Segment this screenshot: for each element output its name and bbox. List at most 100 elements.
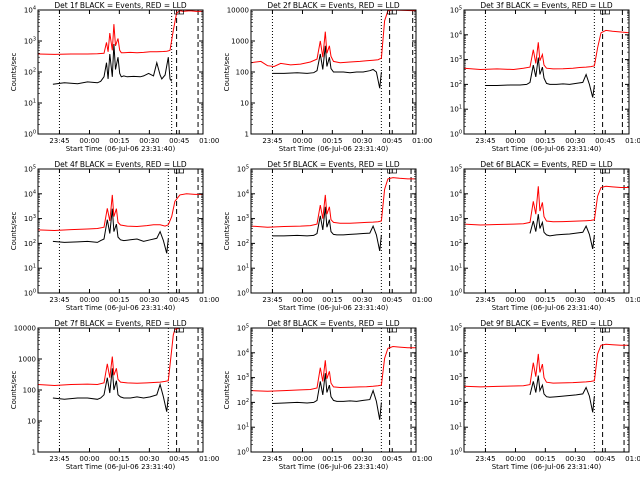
x-axis-label: Start Time (06-Jul-06 23:31:40): [492, 463, 602, 471]
series-line-lld: [38, 10, 203, 55]
panel-title: Det 3f BLACK = Events, RED = LLD: [480, 1, 613, 10]
y-tick-label: 104: [450, 30, 462, 39]
x-tick-label: 23:45: [262, 296, 282, 304]
y-tick-label: 100: [450, 130, 462, 139]
y-tick-label: 102: [450, 398, 462, 407]
y-tick-label: 104: [450, 189, 462, 198]
x-tick-label: 00:15: [109, 296, 129, 304]
panel-det-5: Det 5f BLACK = Events, RED = LLD Counts/s…: [223, 160, 432, 312]
panel-det-4: Det 4f BLACK = Events, RED = LLD Counts/s…: [10, 160, 219, 312]
plot-frame: [37, 168, 204, 294]
x-tick-label: 23:45: [262, 137, 282, 145]
x-axis-label: Start Time (06-Jul-06 23:31:40): [492, 304, 602, 312]
panel-title: Det 5f BLACK = Events, RED = LLD: [267, 160, 400, 169]
x-tick-label: 00:15: [109, 455, 129, 463]
y-tick-label: 101: [450, 423, 462, 432]
x-tick-label: 23:45: [262, 455, 282, 463]
series-line-events: [272, 206, 382, 252]
y-axis-label: Counts/sec: [10, 371, 18, 410]
y-tick-label: 103: [450, 55, 462, 64]
x-tick-label: 00:00: [505, 137, 525, 145]
y-tick-label: 101: [237, 264, 249, 273]
y-tick-label: 102: [450, 239, 462, 248]
y-tick-label: 100: [450, 448, 462, 457]
series-line-events: [52, 43, 173, 85]
y-tick-label: 103: [24, 214, 36, 223]
y-tick-label: 10: [240, 100, 249, 108]
x-tick-label: 01:00: [625, 455, 640, 463]
x-tick-label: 00:30: [565, 296, 585, 304]
y-tick-label: 105: [450, 324, 462, 333]
y-tick-label: 105: [237, 324, 249, 333]
x-tick-label: 00:15: [109, 137, 129, 145]
panel-title: Det 1f BLACK = Events, RED = LLD: [54, 1, 187, 10]
x-tick-label: 00:00: [292, 455, 312, 463]
y-tick-label: 105: [237, 165, 249, 174]
y-tick-label: 101: [237, 423, 249, 432]
x-tick-label: 00:45: [382, 137, 402, 145]
series-line-events: [529, 214, 595, 250]
y-tick-label: 1: [245, 131, 249, 139]
x-tick-label: 01:00: [625, 296, 640, 304]
series-line-lld: [464, 343, 629, 388]
y-tick-label: 104: [24, 189, 36, 198]
y-tick-label: 105: [24, 165, 36, 174]
y-axis-label: Counts/sec: [10, 212, 18, 251]
y-tick-label: 1: [32, 449, 36, 457]
x-tick-label: 01:00: [412, 137, 432, 145]
y-tick-label: 1000: [18, 356, 36, 364]
x-axis-label: Start Time (06-Jul-06 23:31:40): [66, 145, 176, 153]
y-tick-label: 101: [24, 264, 36, 273]
y-tick-label: 102: [24, 68, 36, 77]
y-tick-label: 1000: [231, 38, 249, 46]
y-tick-label: 103: [237, 214, 249, 223]
y-tick-label: 104: [237, 189, 249, 198]
plot-frame: [463, 9, 630, 135]
y-tick-label: 10: [27, 418, 36, 426]
y-tick-label: 100: [450, 289, 462, 298]
x-tick-label: 23:45: [49, 455, 69, 463]
series-line-lld: [38, 328, 203, 387]
y-tick-label: 104: [450, 348, 462, 357]
series-line-events: [529, 375, 595, 413]
x-tick-label: 00:45: [382, 455, 402, 463]
x-tick-label: 00:45: [595, 137, 615, 145]
x-axis-label: Start Time (06-Jul-06 23:31:40): [492, 145, 602, 153]
y-tick-label: 103: [450, 214, 462, 223]
y-tick-label: 105: [450, 6, 462, 15]
x-tick-label: 01:00: [412, 455, 432, 463]
y-tick-label: 105: [450, 165, 462, 174]
y-tick-label: 101: [450, 264, 462, 273]
x-tick-label: 00:00: [292, 137, 312, 145]
x-tick-label: 00:15: [322, 455, 342, 463]
x-tick-label: 00:00: [79, 137, 99, 145]
x-axis-label: Start Time (06-Jul-06 23:31:40): [279, 304, 389, 312]
x-tick-label: 00:30: [565, 137, 585, 145]
x-tick-label: 00:00: [292, 296, 312, 304]
x-tick-label: 01:00: [412, 296, 432, 304]
x-tick-label: 23:45: [49, 296, 69, 304]
y-tick-label: 103: [24, 37, 36, 46]
x-tick-label: 00:00: [505, 296, 525, 304]
panel-title: Det 4f BLACK = Events, RED = LLD: [54, 160, 187, 169]
plot-frame: [37, 327, 204, 453]
x-tick-label: 01:00: [199, 137, 219, 145]
series-line-events: [272, 373, 382, 420]
y-tick-label: 104: [24, 6, 36, 15]
x-tick-label: 00:45: [595, 296, 615, 304]
x-tick-label: 00:15: [322, 296, 342, 304]
plot-frame: [463, 168, 630, 294]
x-tick-label: 00:15: [535, 455, 555, 463]
y-tick-label: 100: [23, 387, 36, 395]
series-line-events: [485, 57, 595, 98]
x-tick-label: 00:30: [139, 455, 159, 463]
y-tick-label: 103: [450, 373, 462, 382]
x-tick-label: 00:45: [595, 455, 615, 463]
x-tick-label: 00:30: [352, 137, 372, 145]
y-tick-label: 103: [237, 373, 249, 382]
x-tick-label: 00:30: [352, 296, 372, 304]
x-tick-label: 00:00: [79, 296, 99, 304]
y-tick-label: 10000: [227, 7, 249, 15]
x-axis-label: Start Time (06-Jul-06 23:31:40): [279, 145, 389, 153]
x-tick-label: 23:45: [475, 296, 495, 304]
